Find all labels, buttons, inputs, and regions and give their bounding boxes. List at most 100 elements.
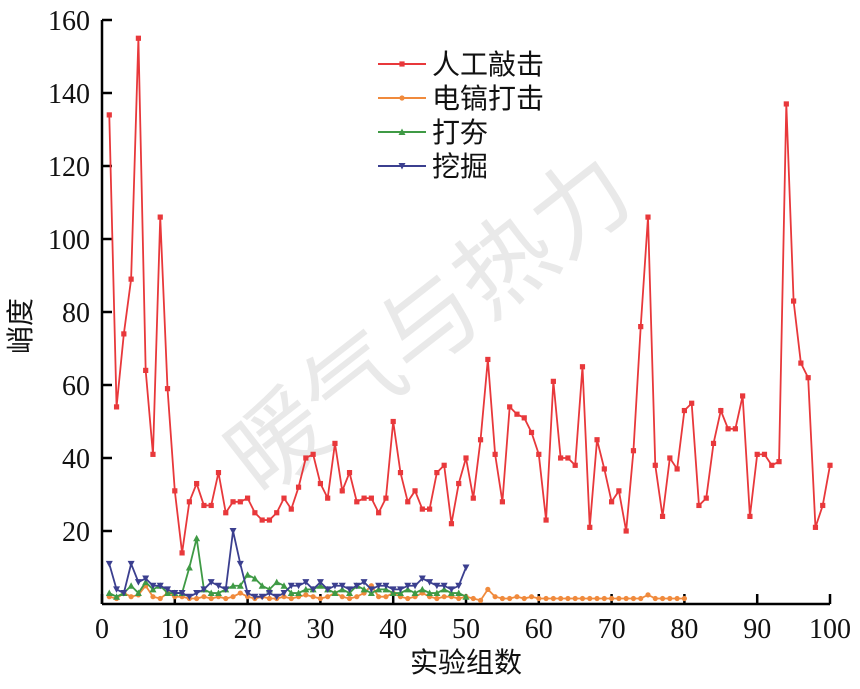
data-point [667, 455, 673, 461]
legend-item: 挖掘 [378, 150, 488, 183]
data-point [287, 589, 295, 597]
y-tick-label: 60 [62, 371, 90, 402]
data-point [208, 502, 214, 509]
data-point [462, 593, 470, 600]
data-point [426, 579, 434, 586]
data-point [201, 502, 207, 509]
data-point [434, 595, 440, 602]
data-point [396, 586, 404, 593]
data-point [485, 586, 491, 593]
data-point [761, 451, 768, 457]
data-point [338, 582, 346, 590]
x-tick-label: 90 [743, 614, 771, 645]
data-point [616, 488, 622, 494]
data-point [156, 582, 164, 590]
data-point [325, 594, 331, 600]
data-point [427, 506, 433, 512]
data-point [295, 484, 302, 490]
data-point [659, 595, 666, 602]
y-tick-label: 120 [48, 152, 90, 183]
data-point [310, 451, 316, 457]
data-point [127, 582, 135, 589]
data-point [638, 324, 644, 330]
data-point [310, 594, 316, 600]
x-axis-title: 实验组数 [410, 646, 522, 679]
data-point [274, 510, 280, 516]
data-point [507, 404, 513, 410]
data-point [440, 582, 448, 590]
data-point [244, 590, 252, 597]
data-point [295, 582, 303, 590]
data-point [157, 595, 163, 602]
data-point [324, 586, 332, 593]
data-point [245, 495, 251, 501]
data-point [331, 589, 339, 597]
data-point [659, 513, 666, 519]
x-tick-label: 20 [234, 614, 262, 645]
data-point [325, 495, 331, 501]
data-point [354, 594, 360, 600]
data-point [157, 214, 163, 220]
data-point [740, 393, 746, 399]
data-point [623, 595, 629, 602]
data-point [375, 582, 383, 590]
data-point [681, 595, 688, 602]
data-point [360, 579, 368, 586]
data-point [609, 595, 615, 602]
data-point [230, 499, 236, 505]
data-point [791, 298, 797, 304]
legend-item: 打夯 [378, 116, 488, 149]
series-3 [105, 528, 470, 601]
data-point [171, 590, 179, 597]
data-point [492, 594, 498, 600]
data-point [601, 466, 607, 472]
data-point [645, 214, 651, 220]
data-point [441, 462, 447, 468]
data-point [346, 586, 354, 593]
data-point [652, 462, 658, 468]
series-line [108, 530, 467, 598]
data-point [616, 595, 622, 602]
data-point [456, 595, 462, 602]
legend-swatch-marker [398, 128, 406, 135]
data-point [667, 595, 673, 602]
data-point [689, 400, 695, 406]
data-point [652, 595, 658, 602]
data-point [754, 451, 760, 457]
data-point [185, 593, 193, 601]
data-point [193, 590, 201, 597]
data-point [259, 517, 265, 523]
data-point [499, 595, 505, 602]
x-tick-label: 0 [95, 614, 109, 645]
data-point [382, 582, 390, 590]
data-point [237, 499, 243, 505]
data-point [207, 589, 215, 597]
data-point [127, 560, 135, 568]
data-point [514, 411, 520, 417]
data-point [215, 470, 222, 476]
data-point [389, 586, 397, 593]
data-point [477, 437, 484, 443]
data-point [528, 594, 535, 600]
data-point [528, 429, 535, 436]
data-point [288, 506, 294, 512]
data-point [805, 375, 811, 381]
data-point [411, 589, 419, 597]
data-point [339, 594, 345, 600]
data-point [251, 574, 259, 582]
data-point [783, 101, 789, 107]
data-point [433, 582, 441, 590]
data-point [536, 595, 542, 602]
data-point [455, 589, 463, 597]
y-tick-label: 140 [48, 79, 90, 110]
x-tick-label: 60 [525, 614, 553, 645]
y-tick-label: 20 [62, 517, 90, 548]
data-point [630, 595, 637, 602]
data-point [229, 528, 237, 535]
data-point [419, 506, 425, 512]
data-point [142, 575, 150, 582]
data-point [113, 404, 120, 410]
series-layer [105, 35, 833, 603]
data-point [462, 564, 470, 571]
data-point [441, 594, 447, 600]
